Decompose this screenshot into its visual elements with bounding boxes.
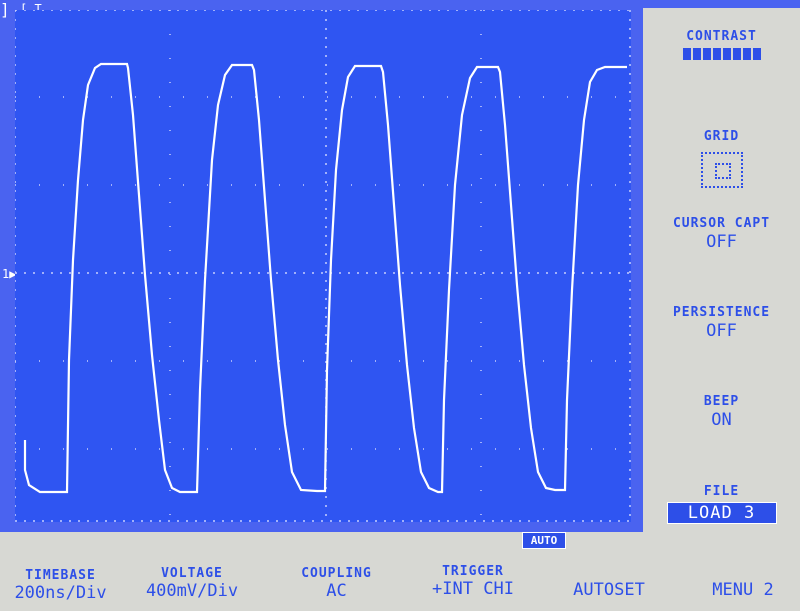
waveform-display (15, 10, 631, 522)
persistence-label: PERSISTENCE (672, 305, 771, 320)
voltage-control[interactable]: VOLTAGE 400mV/Div (132, 566, 252, 601)
beep-value: ON (711, 410, 732, 430)
grid-menu-item[interactable]: GRID (643, 129, 800, 188)
channel-1-trace (23, 62, 627, 494)
trigger-label: TRIGGER (442, 564, 504, 579)
persistence-value: OFF (706, 321, 737, 341)
waveform-graph (15, 10, 631, 522)
menu-2-button[interactable]: MENU 2 (692, 580, 794, 600)
graticule (15, 10, 631, 522)
coupling-value: AC (326, 581, 347, 601)
persistence-menu-item[interactable]: PERSISTENCE OFF (643, 305, 800, 341)
grid-label: GRID (703, 129, 740, 144)
voltage-label: VOLTAGE (161, 566, 223, 581)
contrast-label: CONTRAST (686, 29, 757, 44)
autoset-button[interactable]: AUTOSET (554, 580, 664, 600)
auto-trigger-badge: AUTO (522, 532, 566, 549)
trigger-value: +INT CHI (432, 579, 514, 599)
grid-pattern-icon (700, 152, 743, 188)
trigger-control[interactable]: TRIGGER +INT CHI (418, 564, 528, 599)
contrast-level-icon (682, 48, 761, 60)
timebase-value: 200ns/Div (14, 583, 107, 603)
menu-2-label: MENU 2 (712, 580, 774, 600)
cursor-capt-menu-item[interactable]: CURSOR CAPT OFF (643, 216, 800, 252)
voltage-value: 400mV/Div (145, 581, 239, 601)
contrast-menu-item[interactable]: CONTRAST (643, 29, 800, 60)
beep-label: BEEP (703, 394, 740, 409)
timebase-control[interactable]: TIMEBASE 200ns/Div (8, 568, 113, 603)
side-menu-panel: CONTRAST GRID CURSOR CAPT OFF PERSISTENC… (643, 8, 800, 532)
cursor-capt-label: CURSOR CAPT (672, 216, 771, 231)
beep-menu-item[interactable]: BEEP ON (643, 394, 800, 430)
file-value: LOAD 3 (666, 502, 777, 524)
bottom-menu-bar: TIMEBASE 200ns/Div VOLTAGE 400mV/Div COU… (0, 532, 800, 611)
coupling-label: COUPLING (301, 566, 372, 581)
cursor-capt-value: OFF (706, 232, 737, 252)
file-menu-item[interactable]: FILE LOAD 3 (643, 484, 800, 524)
channel-1-marker: 1▶ (2, 267, 17, 281)
autoset-label: AUTOSET (573, 580, 645, 600)
coupling-control[interactable]: COUPLING AC (284, 566, 389, 601)
file-label: FILE (703, 484, 740, 499)
timebase-label: TIMEBASE (25, 568, 96, 583)
trigger-window-end-marker: ] (0, 0, 10, 19)
